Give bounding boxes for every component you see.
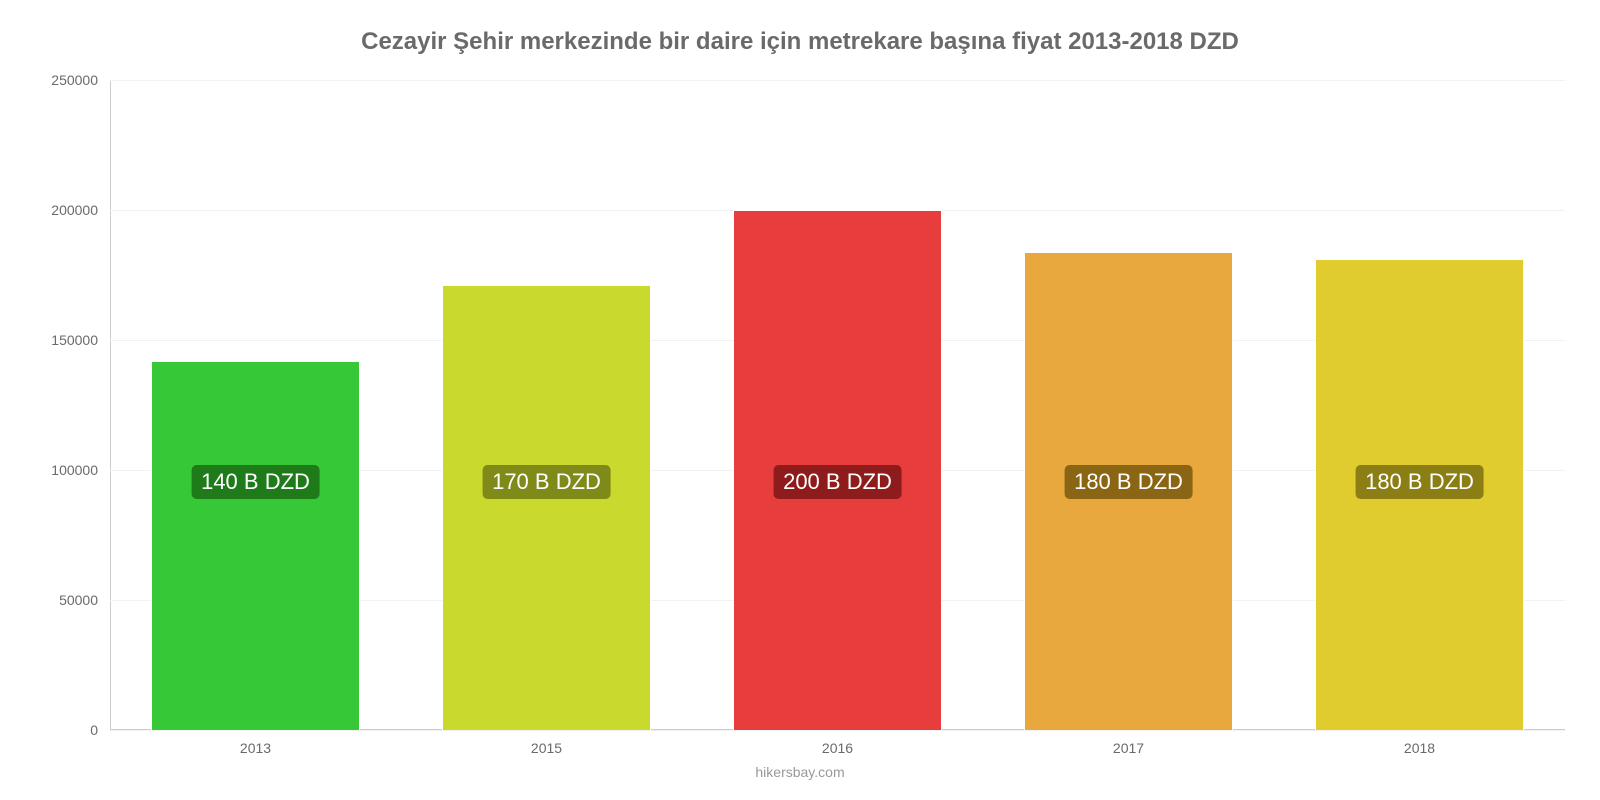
chart-title: Cezayir Şehir merkezinde bir daire için …	[0, 0, 1600, 56]
bar-label-2017: 180 B DZD	[1064, 465, 1193, 499]
x-tick-label-2015: 2015	[531, 740, 562, 756]
bar-label-2013: 140 B DZD	[191, 465, 320, 499]
bar-2013	[151, 361, 361, 730]
plot-canvas: 140 B DZD 170 B DZD 200 B DZD 180 B DZD 180 …	[110, 80, 1565, 730]
y-tick-label: 50000	[0, 592, 98, 608]
y-tick-label: 150000	[0, 332, 98, 348]
bar-label-2016: 200 B DZD	[773, 465, 902, 499]
gridline	[110, 730, 1565, 731]
x-tick-label-2017: 2017	[1113, 740, 1144, 756]
bar-label-2018: 180 B DZD	[1355, 465, 1484, 499]
y-tick-label: 100000	[0, 462, 98, 478]
credit-text: hikersbay.com	[755, 764, 844, 780]
bar-label-2015: 170 B DZD	[482, 465, 611, 499]
x-tick-label-2018: 2018	[1404, 740, 1435, 756]
plot-area: 140 B DZD 170 B DZD 200 B DZD 180 B DZD 180 …	[110, 80, 1565, 730]
y-tick-label: 200000	[0, 202, 98, 218]
x-tick-label-2013: 2013	[240, 740, 271, 756]
x-tick-label-2016: 2016	[822, 740, 853, 756]
gridline	[110, 80, 1565, 81]
bar-2015	[442, 285, 652, 730]
y-tick-label: 250000	[0, 72, 98, 88]
y-tick-label: 0	[0, 722, 98, 738]
price-chart: Cezayir Şehir merkezinde bir daire için …	[0, 0, 1600, 800]
